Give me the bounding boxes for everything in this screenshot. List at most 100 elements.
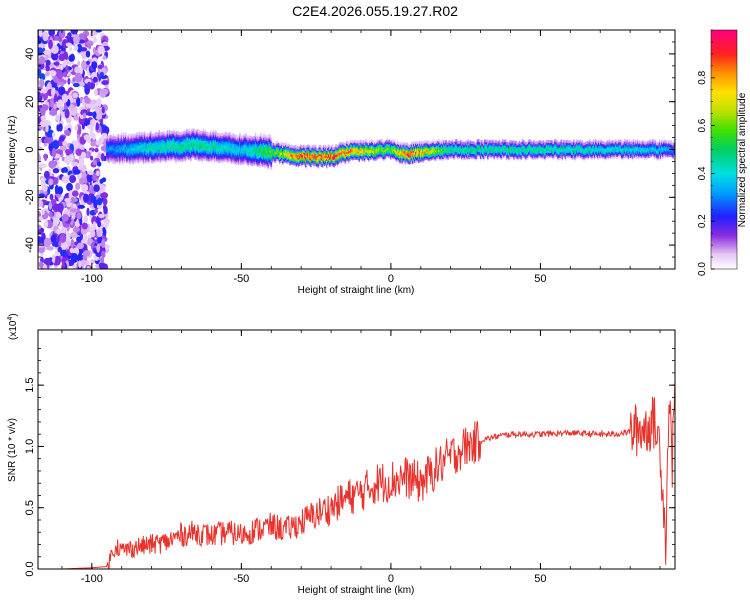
ridge-cell xyxy=(388,149,391,153)
ridge-cell xyxy=(300,162,303,166)
ridge-cell xyxy=(133,152,135,155)
ridge-cell xyxy=(158,150,161,154)
ridge-cell xyxy=(172,135,174,139)
ridge-cell xyxy=(263,145,265,149)
ridge-cell xyxy=(220,137,222,141)
ridge-cell xyxy=(187,135,190,139)
noise-speck xyxy=(78,177,86,185)
ridge-cell xyxy=(325,163,328,166)
ridge-cell xyxy=(248,140,251,144)
ridge-cell xyxy=(265,159,267,163)
ridge-cell xyxy=(262,140,264,144)
ridge-cell xyxy=(333,160,335,164)
ridge-cell xyxy=(166,136,169,140)
ridge-cell xyxy=(308,159,310,163)
ridge-cell xyxy=(185,141,188,145)
ridge-cell xyxy=(240,147,242,151)
ridge-cell xyxy=(254,132,257,136)
ridge-cell xyxy=(216,134,218,138)
ridge-cell xyxy=(259,151,261,155)
ridge-cell xyxy=(196,134,198,137)
ridge-cell xyxy=(165,133,168,137)
ridge-cell xyxy=(240,162,242,166)
ridge-cell xyxy=(398,153,400,157)
ridge-cell xyxy=(235,149,238,152)
ridge-cell xyxy=(294,158,297,162)
ridge-cell xyxy=(112,147,115,150)
ridge-cell xyxy=(153,139,155,143)
ridge-cell xyxy=(395,146,397,149)
ridge-cell xyxy=(382,149,385,153)
ridge-cell xyxy=(278,159,281,162)
ridge-cell xyxy=(283,144,285,148)
ridge-cell xyxy=(257,151,260,155)
ridge-cell xyxy=(230,146,233,150)
ridge-cell xyxy=(242,159,244,163)
ridge-cell xyxy=(136,138,139,142)
ridge-cell xyxy=(375,151,377,155)
ridge-cell xyxy=(160,145,163,149)
ridge-cell xyxy=(189,136,192,140)
noise-speck xyxy=(104,220,109,229)
ridge-cell xyxy=(201,143,204,147)
ridge-cell xyxy=(194,130,196,133)
ridge-cell xyxy=(217,134,219,138)
ridge-cell xyxy=(249,135,252,139)
ridge-cell xyxy=(148,147,150,151)
ridge-cell xyxy=(357,142,359,146)
ridge-cell xyxy=(216,149,218,153)
ridge-cell xyxy=(349,151,351,155)
ridge-cell xyxy=(261,162,263,166)
ridge-cell xyxy=(142,151,145,154)
ridge-cell xyxy=(288,145,290,149)
ridge-cell xyxy=(215,155,217,159)
ridge-cell xyxy=(230,144,233,148)
ridge-cell xyxy=(185,151,188,155)
ridge-cell xyxy=(106,152,108,156)
ridge-cell xyxy=(339,156,342,160)
noise-speck xyxy=(53,255,61,266)
ridge-cell xyxy=(143,143,146,147)
ridge-cell xyxy=(206,156,209,160)
noise-speck xyxy=(46,246,54,251)
ridge-cell xyxy=(157,149,160,152)
ridge-cell xyxy=(302,159,305,163)
ridge-cell xyxy=(234,159,237,163)
ridge-cell xyxy=(172,145,174,149)
ridge-cell xyxy=(335,149,338,152)
noise-speck xyxy=(79,217,83,226)
ridge-cell xyxy=(344,161,347,165)
ridge-cell xyxy=(277,154,280,158)
ridge-cell xyxy=(240,149,242,153)
ridge-cell xyxy=(392,149,395,153)
ridge-cell xyxy=(380,152,383,156)
ridge-cell xyxy=(355,143,357,147)
ridge-cell xyxy=(229,139,232,143)
ridge-cell xyxy=(147,144,149,148)
ridge-cell xyxy=(382,152,385,156)
ridge-cell xyxy=(334,148,336,151)
ridge-cell xyxy=(380,155,383,159)
ridge-cell xyxy=(159,146,162,150)
ridge-cell xyxy=(176,135,178,139)
ridge-cell xyxy=(239,139,241,143)
ridge-cell xyxy=(152,158,154,162)
ridge-cell xyxy=(390,147,393,151)
ridge-cell xyxy=(160,146,163,150)
ridge-cell xyxy=(254,155,257,159)
ridge-cell xyxy=(314,161,317,165)
ridge-cell xyxy=(329,163,331,167)
ridge-cell xyxy=(145,147,148,151)
ridge-cell xyxy=(199,147,201,151)
ridge-cell xyxy=(304,146,306,150)
ridge-cell xyxy=(143,154,146,158)
ridge-cell xyxy=(352,149,354,153)
ridge-cell xyxy=(174,140,176,143)
ridge-cell xyxy=(178,152,181,155)
ridge-cell xyxy=(388,143,391,146)
noise-speck xyxy=(72,140,78,148)
noise-speck xyxy=(64,108,70,119)
ridge-cell xyxy=(174,138,176,142)
ridge-cell xyxy=(198,133,200,137)
ridge-cell xyxy=(250,161,253,165)
